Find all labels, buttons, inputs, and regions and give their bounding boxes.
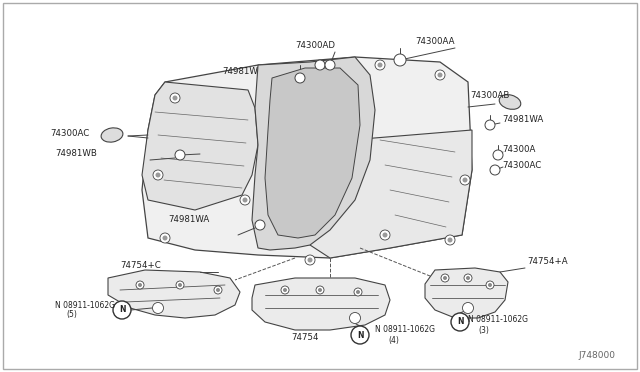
Circle shape	[466, 276, 470, 280]
Circle shape	[325, 60, 335, 70]
Text: 74300AC: 74300AC	[50, 128, 89, 138]
Text: 74754+C: 74754+C	[120, 260, 161, 269]
Text: 74981WA: 74981WA	[502, 115, 543, 125]
Text: (4): (4)	[388, 336, 399, 344]
Polygon shape	[308, 130, 472, 258]
Circle shape	[485, 120, 495, 130]
Circle shape	[216, 288, 220, 292]
Circle shape	[460, 175, 470, 185]
Circle shape	[156, 173, 161, 177]
Circle shape	[305, 255, 315, 265]
Text: (3): (3)	[478, 326, 489, 334]
Text: 74300AA: 74300AA	[415, 38, 454, 46]
Circle shape	[240, 195, 250, 205]
Circle shape	[160, 233, 170, 243]
Text: 74981WB: 74981WB	[55, 148, 97, 157]
Circle shape	[394, 54, 406, 66]
Circle shape	[283, 288, 287, 292]
Circle shape	[176, 281, 184, 289]
Polygon shape	[252, 278, 390, 330]
Text: N: N	[457, 317, 463, 327]
Circle shape	[152, 302, 163, 314]
Circle shape	[493, 150, 503, 160]
Circle shape	[378, 62, 383, 67]
Circle shape	[443, 276, 447, 280]
Circle shape	[170, 93, 180, 103]
Circle shape	[488, 283, 492, 287]
Circle shape	[214, 286, 222, 294]
Circle shape	[318, 288, 322, 292]
Circle shape	[441, 274, 449, 282]
Circle shape	[486, 281, 494, 289]
Text: (5): (5)	[66, 311, 77, 320]
Circle shape	[375, 60, 385, 70]
Circle shape	[243, 198, 248, 202]
Circle shape	[464, 274, 472, 282]
Text: 74754: 74754	[291, 334, 319, 343]
Circle shape	[315, 60, 325, 70]
Circle shape	[445, 235, 455, 245]
Circle shape	[255, 220, 265, 230]
Text: 74300A: 74300A	[502, 145, 536, 154]
Text: 74981WA: 74981WA	[169, 215, 210, 224]
Circle shape	[113, 301, 131, 319]
Text: N: N	[356, 330, 364, 340]
Circle shape	[349, 312, 360, 324]
Circle shape	[173, 96, 177, 100]
Text: N 08911-1062G: N 08911-1062G	[468, 315, 528, 324]
Circle shape	[295, 73, 305, 83]
Circle shape	[154, 305, 161, 311]
Text: 74300AB: 74300AB	[470, 90, 509, 99]
Circle shape	[356, 290, 360, 294]
Circle shape	[163, 235, 168, 241]
Circle shape	[438, 73, 442, 77]
Text: 74981W: 74981W	[222, 67, 258, 77]
Circle shape	[383, 232, 387, 237]
Text: 74300AC: 74300AC	[502, 160, 541, 170]
Circle shape	[136, 281, 144, 289]
Text: N 08911-1062G: N 08911-1062G	[375, 326, 435, 334]
Circle shape	[354, 288, 362, 296]
Circle shape	[465, 305, 472, 311]
Text: J748000: J748000	[578, 350, 615, 359]
Circle shape	[490, 165, 500, 175]
Ellipse shape	[499, 94, 521, 109]
Circle shape	[351, 314, 358, 321]
Text: 74754+A: 74754+A	[527, 257, 568, 266]
Polygon shape	[142, 57, 472, 258]
Circle shape	[351, 326, 369, 344]
Circle shape	[138, 283, 142, 287]
Circle shape	[178, 283, 182, 287]
Polygon shape	[108, 270, 240, 318]
Circle shape	[307, 257, 312, 263]
Circle shape	[175, 150, 185, 160]
Circle shape	[380, 230, 390, 240]
Circle shape	[447, 237, 452, 243]
Text: N: N	[119, 305, 125, 314]
Polygon shape	[265, 68, 360, 238]
Circle shape	[153, 170, 163, 180]
Polygon shape	[252, 57, 375, 250]
Circle shape	[463, 177, 467, 183]
Circle shape	[463, 302, 474, 314]
Polygon shape	[142, 82, 258, 210]
Circle shape	[435, 70, 445, 80]
Ellipse shape	[101, 128, 123, 142]
Text: 74300AD: 74300AD	[295, 41, 335, 49]
Circle shape	[281, 286, 289, 294]
Circle shape	[316, 286, 324, 294]
Circle shape	[451, 313, 469, 331]
Text: N 08911-1062G: N 08911-1062G	[55, 301, 115, 310]
Polygon shape	[425, 268, 508, 318]
